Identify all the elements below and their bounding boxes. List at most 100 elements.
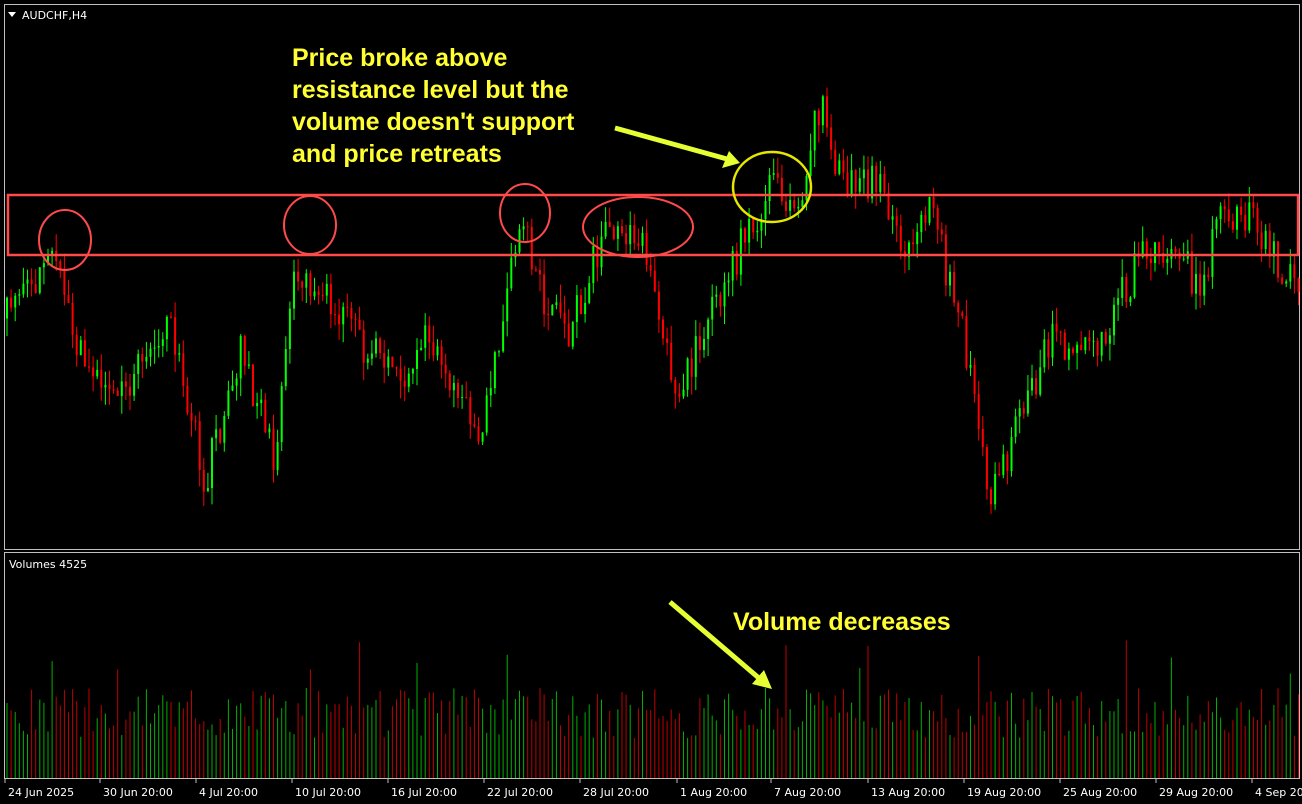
candle-body: [780, 177, 783, 202]
candle-body: [801, 200, 804, 207]
candle-body: [1047, 339, 1050, 358]
candle-body: [272, 428, 275, 470]
candle-body: [772, 173, 775, 175]
candle-body: [1285, 281, 1288, 284]
candle-body: [157, 345, 160, 348]
candle-body: [559, 302, 562, 313]
candles: [6, 87, 1300, 514]
candle-body: [231, 385, 234, 391]
candle-body: [399, 368, 402, 381]
candle-body: [1162, 252, 1165, 263]
candle-body: [797, 206, 800, 209]
candle-body: [424, 325, 427, 348]
candle-body: [649, 264, 652, 271]
candle-body: [633, 225, 636, 244]
candle-body: [1223, 206, 1226, 210]
candle-body: [838, 160, 841, 174]
candle-body: [1084, 337, 1087, 351]
candle-body: [440, 346, 443, 365]
candle-body: [666, 338, 669, 343]
candle-body: [284, 349, 287, 387]
candle-body: [215, 429, 218, 439]
candle-body: [30, 279, 33, 285]
candle-body: [1108, 335, 1111, 344]
menu-arrow[interactable]: [8, 12, 16, 17]
candle-body: [600, 236, 603, 268]
candle-body: [608, 222, 611, 227]
candle-body: [842, 160, 845, 173]
candle-body: [473, 424, 476, 427]
candle-body: [354, 318, 357, 320]
candle-body: [6, 297, 8, 319]
candle-body: [867, 169, 869, 199]
candle-body: [1121, 277, 1124, 299]
candle-body: [108, 384, 111, 390]
time-label: 30 Jun 20:00: [103, 786, 173, 799]
candle-body: [206, 488, 209, 492]
volume-panel: [4, 552, 1300, 779]
candle-body: [256, 403, 259, 407]
candle-body: [1059, 331, 1062, 333]
candle-body: [1158, 242, 1161, 253]
candle-body: [288, 308, 291, 350]
candle-body: [571, 322, 574, 347]
candle-body: [96, 369, 99, 377]
candle-body: [575, 295, 578, 323]
candle-body: [485, 395, 488, 433]
candle-body: [1256, 207, 1259, 233]
candle-body: [1067, 348, 1070, 360]
candle-body: [247, 364, 250, 366]
candle-body: [723, 282, 726, 307]
candle-body: [420, 347, 423, 351]
candle-body: [944, 234, 947, 286]
candle-body: [862, 169, 865, 179]
candle-body: [924, 214, 927, 223]
candle-body: [756, 230, 759, 233]
candle-body: [436, 346, 439, 356]
candle-body: [547, 314, 550, 316]
candle-body: [809, 150, 812, 177]
candle-body: [1281, 277, 1284, 284]
candle-body: [510, 257, 513, 289]
candle-body: [34, 284, 37, 293]
candle-body: [1277, 241, 1279, 278]
candle-body: [1297, 278, 1300, 292]
arrow: [614, 125, 728, 162]
candle-body: [1076, 344, 1079, 353]
candle-body: [362, 329, 365, 363]
candle-body: [1149, 258, 1152, 264]
volume-label: Volumes 4525: [9, 558, 87, 571]
candle-body: [182, 353, 185, 386]
candle-body: [38, 267, 41, 293]
candle-body: [1264, 230, 1267, 250]
candle-body: [452, 383, 455, 391]
arrow: [668, 600, 762, 681]
candle-body: [1166, 258, 1169, 263]
annotation-line: and price retreats: [292, 140, 502, 168]
candle-body: [59, 261, 62, 269]
candle-body: [629, 225, 632, 245]
candle-body: [252, 364, 254, 407]
candle-body: [1080, 344, 1083, 351]
candle-body: [379, 338, 382, 354]
annotation-line: resistance level but the: [292, 76, 569, 104]
candle-body: [1031, 378, 1033, 391]
candle-body: [916, 231, 919, 245]
candle-body: [670, 342, 673, 381]
candle-body: [846, 172, 849, 197]
candle-body: [940, 229, 943, 235]
candle-body: [334, 314, 336, 316]
candle-body: [584, 302, 587, 315]
candle-body: [830, 127, 833, 150]
candle-body: [735, 251, 738, 275]
candle-body: [461, 396, 464, 398]
candle-body: [375, 338, 377, 354]
candle-body: [260, 399, 263, 404]
candle-body: [301, 281, 304, 288]
candle-body: [920, 214, 923, 232]
candle-body: [879, 174, 882, 193]
candle-body: [1002, 454, 1005, 475]
candle-body: [793, 199, 796, 209]
candle-body: [604, 222, 607, 237]
